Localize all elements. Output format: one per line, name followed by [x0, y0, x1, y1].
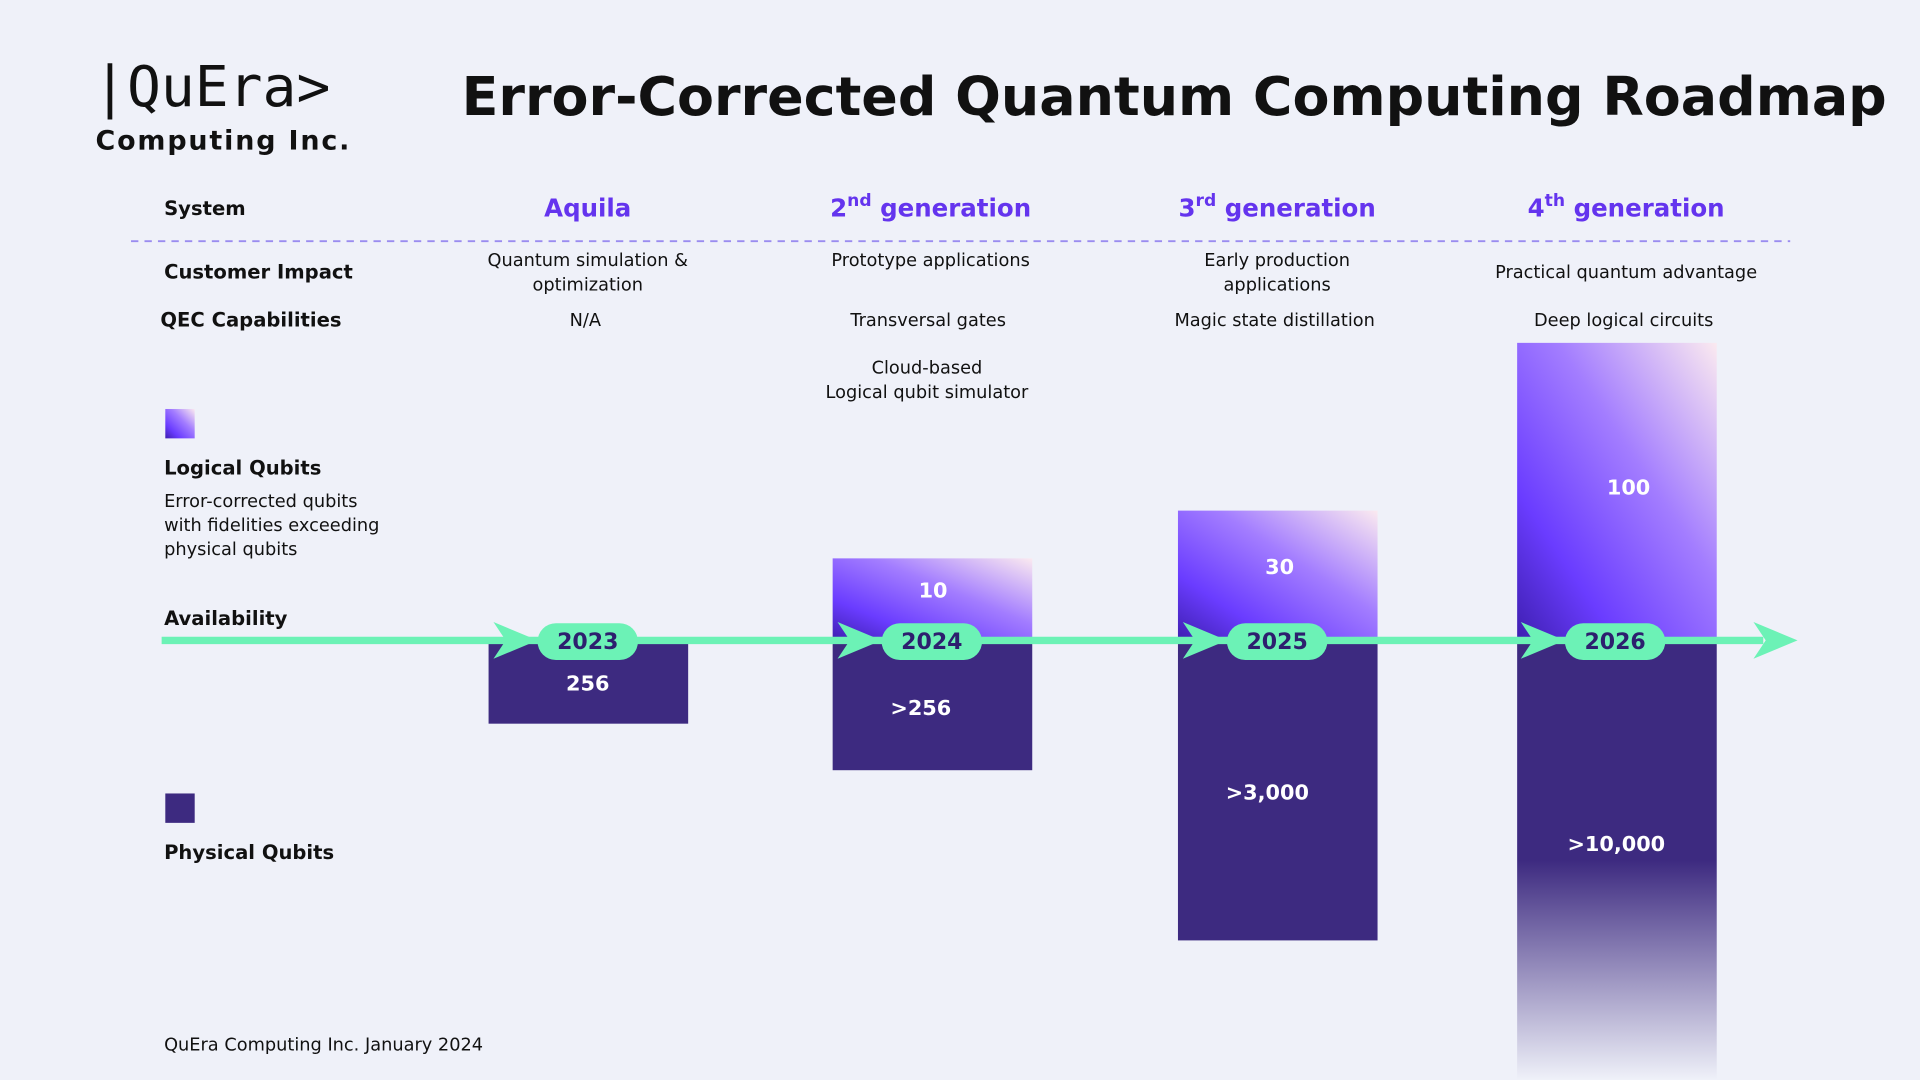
legend-swatch [165, 793, 195, 823]
system-name-part: 4 [1528, 193, 1545, 222]
physical-value: >10,000 [1567, 832, 1665, 856]
year-pill [537, 623, 638, 660]
physical-value: 256 [566, 671, 609, 695]
arrowhead [493, 622, 538, 659]
row-label: System [164, 197, 246, 220]
row-label: Availability [164, 607, 288, 630]
customer-impact: Quantum simulation & [487, 251, 688, 271]
customer-impact: optimization [533, 275, 643, 295]
system-name-part: generation [1216, 193, 1376, 222]
year: 2025 [1246, 630, 1307, 655]
row-label: Customer Impact [164, 261, 353, 284]
system-name-part: Aquila [544, 193, 631, 222]
year-pill [1564, 623, 1666, 660]
qec-capability: Deep logical circuits [1534, 311, 1713, 331]
logo-subtitle: Computing Inc. [96, 126, 352, 157]
legend-description: physical qubits [164, 540, 297, 560]
arrowhead [837, 622, 882, 659]
physical-bar [1177, 640, 1378, 941]
legend-description: Error-corrected qubits [164, 492, 357, 512]
title: Error-Corrected Quantum Computing Roadma… [462, 65, 1887, 128]
row-label: QEC Capabilities [160, 308, 341, 331]
arrowhead [1520, 622, 1565, 659]
arrowhead [1753, 622, 1798, 659]
ordinal: nd [847, 191, 871, 211]
system-name: 3rd generation [1178, 191, 1375, 223]
system-name-part: generation [1565, 193, 1725, 222]
year: 2023 [557, 630, 618, 655]
arrowhead [1182, 622, 1227, 659]
logo: |QuEra> [93, 55, 330, 120]
year: 2026 [1584, 630, 1645, 655]
year-pill [881, 623, 983, 660]
customer-impact: Prototype applications [831, 251, 1029, 271]
customer-impact: Early production [1204, 251, 1350, 271]
customer-impact: Practical quantum advantage [1495, 263, 1757, 283]
footer: QuEra Computing Inc. January 2024 [164, 1036, 483, 1056]
legend-swatch [165, 408, 195, 439]
ordinal: rd [1196, 191, 1217, 211]
legend-label: Logical Qubits [164, 456, 321, 479]
physical-bar [1517, 640, 1717, 1080]
year: 2024 [901, 630, 962, 655]
note: Logical qubit simulator [826, 383, 1030, 403]
physical-bar [832, 640, 1033, 771]
qec-capability: Transversal gates [849, 311, 1006, 331]
logical-bar [1517, 342, 1717, 641]
year-pill [1226, 623, 1328, 660]
legend-label: Physical Qubits [164, 841, 334, 864]
note: Cloud-based [872, 359, 983, 379]
ordinal: th [1545, 191, 1565, 211]
system-name: Aquila [544, 193, 631, 222]
system-name-part: 3 [1178, 193, 1195, 222]
logical-value: 10 [919, 578, 948, 602]
system-name: 4th generation [1528, 191, 1725, 223]
system-name-part: generation [872, 193, 1032, 222]
qec-capability: Magic state distillation [1174, 311, 1374, 331]
system-name-part: 2 [830, 193, 847, 222]
qec-capability: N/A [570, 311, 601, 331]
logical-value: 100 [1607, 476, 1650, 500]
legend-description: with fidelities exceeding [164, 516, 379, 536]
logical-bar [1177, 510, 1378, 641]
customer-impact: applications [1224, 275, 1331, 295]
logical-value: 30 [1265, 555, 1294, 579]
physical-value: >256 [890, 696, 951, 720]
physical-value: >3,000 [1226, 780, 1309, 804]
system-name: 2nd generation [830, 191, 1031, 223]
